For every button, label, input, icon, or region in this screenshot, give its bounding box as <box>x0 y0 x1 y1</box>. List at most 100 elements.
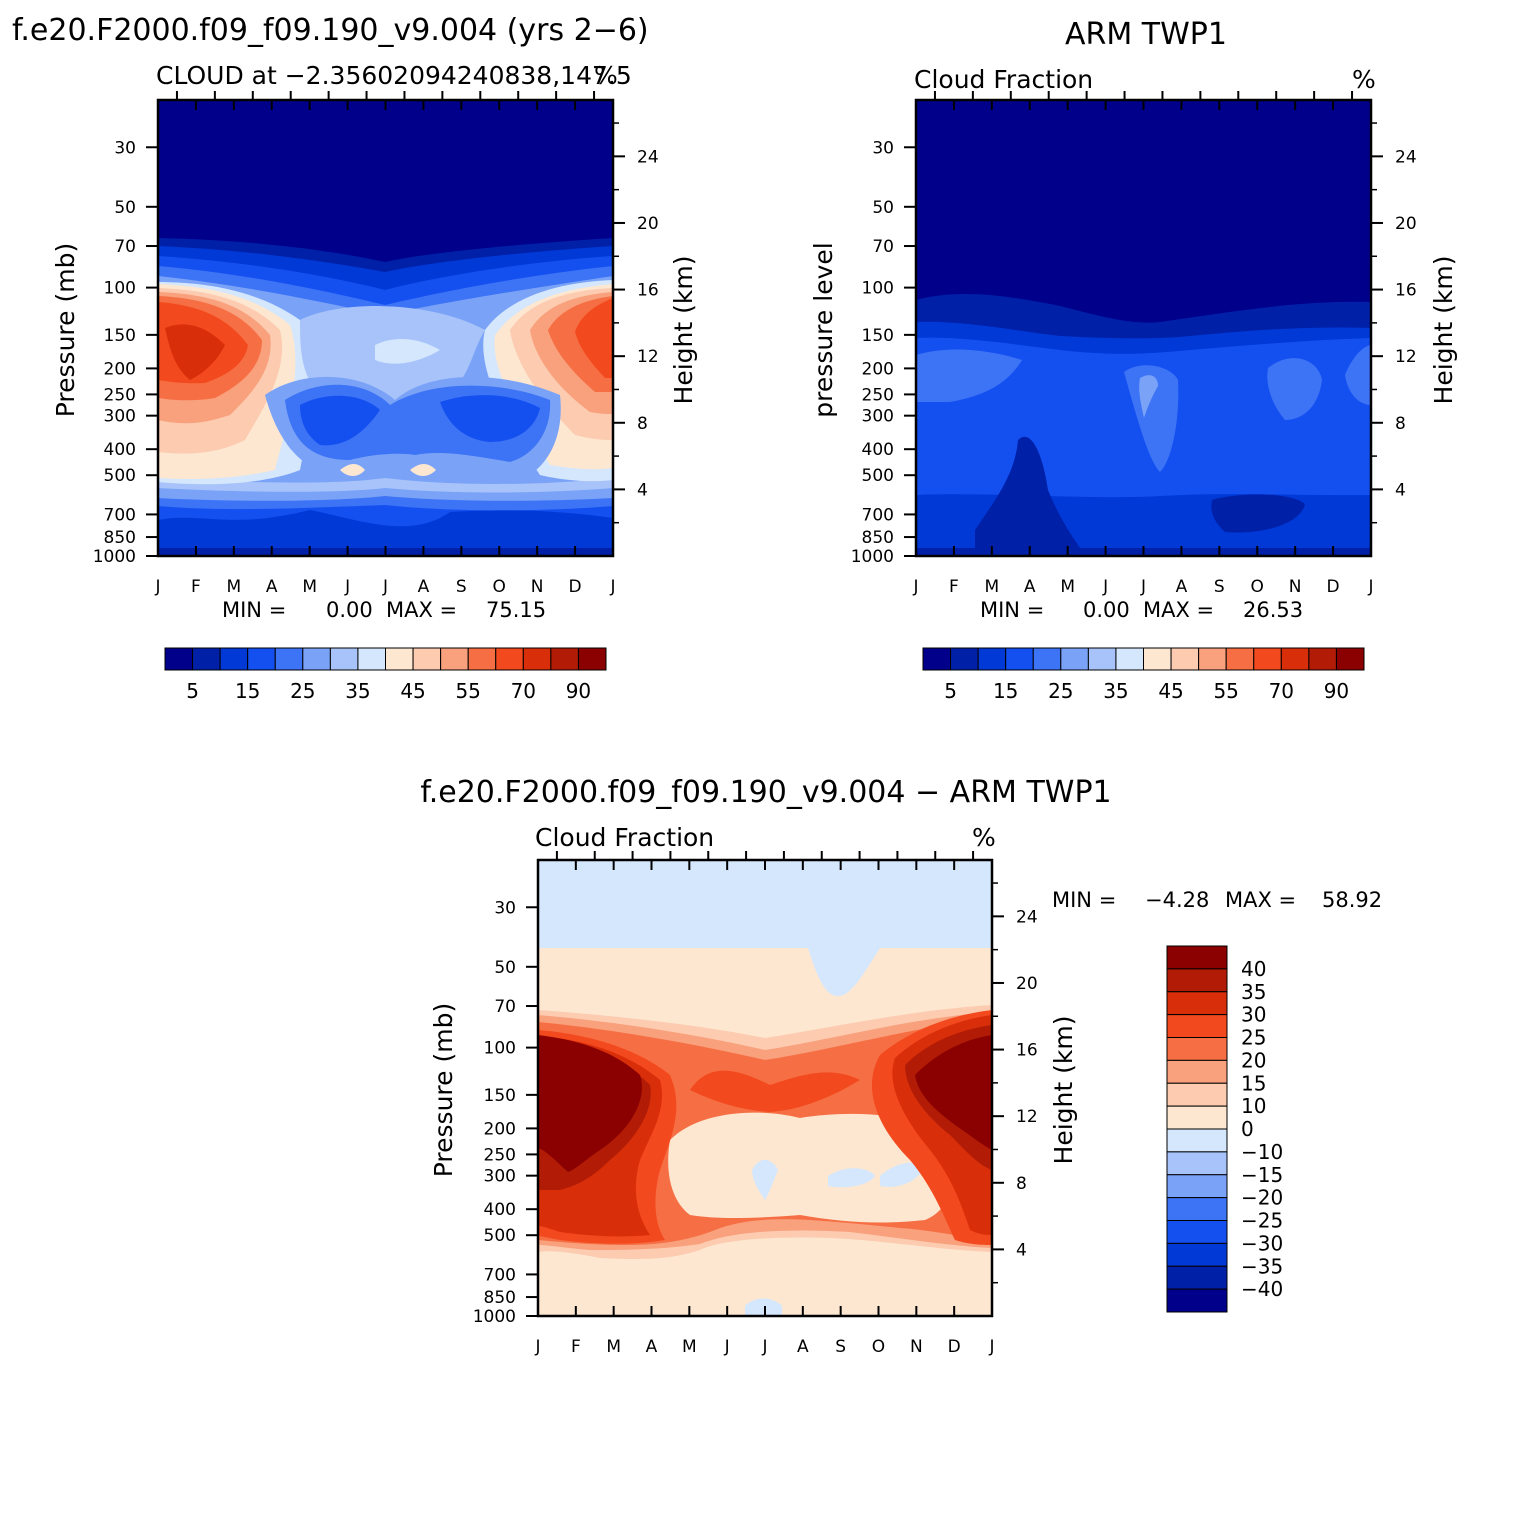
diff-ytick-label: 250 <box>484 1145 516 1165</box>
obs-y2tick-label: 20 <box>1395 214 1417 234</box>
obs-y2tick-label: 4 <box>1395 480 1406 500</box>
obs-y2label: Height (km) <box>1429 256 1458 405</box>
model-minlayer-20b <box>440 395 540 442</box>
model-ytick-label: 70 <box>114 237 136 257</box>
obs-y2tick-label: 24 <box>1395 147 1417 167</box>
obs-xtick-label: F <box>949 577 959 597</box>
diff-colorbar-swatch <box>1166 1037 1228 1061</box>
obs-xtick-label: J <box>1102 577 1108 597</box>
model-ylabel: Pressure (mb) <box>51 243 80 417</box>
diff-ytick-label: 500 <box>484 1226 516 1246</box>
diff-colorbar-swatch <box>1166 991 1228 1016</box>
diff-colorbar-swatch <box>1166 1059 1228 1084</box>
diff-xtick-label: J <box>724 1337 730 1357</box>
model-ytick-label: 100 <box>104 279 136 299</box>
diff-min-value: −4.28 <box>1145 888 1209 912</box>
diff-xtick-label: F <box>571 1337 581 1357</box>
diff-colorbar-label: 35 <box>1241 980 1266 1004</box>
diff-left-40 <box>538 1035 642 1172</box>
diff-ytick-label: 50 <box>494 958 516 978</box>
obs-y2tick-label: 12 <box>1395 347 1417 367</box>
model-colorbar-swatch <box>577 647 607 671</box>
diff-ytick-label: 400 <box>484 1200 516 1220</box>
obs-colorbar: 5 15 25 35 45 55 70 90 <box>922 647 1365 703</box>
model-colorbar-label: 5 <box>186 679 199 703</box>
diff-y2tick-label: 24 <box>1016 907 1038 927</box>
diff-min-label: MIN = <box>1052 888 1116 912</box>
obs-colorbar-swatch <box>1170 647 1200 671</box>
diff-mid-neg-c <box>880 1162 925 1187</box>
diff-xtick-label: J <box>988 1337 994 1357</box>
diff-y2-axis: 24 20 16 12 8 4 <box>992 882 1038 1284</box>
model-plot-field <box>158 100 613 556</box>
obs-colorbar-label: 90 <box>1324 679 1349 703</box>
model-colorbar-swatch <box>522 647 552 671</box>
obs-ytick-label: 100 <box>862 279 894 299</box>
model-title: f.e20.F2000.f09_f09.190_v9.004 (yrs 2−6) <box>12 13 649 48</box>
model-colorbar-swatch <box>467 647 497 671</box>
obs-colorbar-swatch <box>1198 647 1227 671</box>
model-colorbar-label: 70 <box>511 679 536 703</box>
obs-xtick-label: N <box>1289 577 1302 597</box>
model-right-65 <box>575 298 613 378</box>
model-y2tick-label: 4 <box>637 480 648 500</box>
obs-title: ARM TWP1 <box>1065 17 1227 52</box>
model-ytick-label: 30 <box>114 138 136 158</box>
model-colorbar-swatch <box>550 647 579 671</box>
diff-xtick-label: M <box>682 1337 697 1357</box>
obs-colorbar-label: 35 <box>1103 679 1128 703</box>
model-y2tick-label: 12 <box>637 347 659 367</box>
diff-colorbar-swatch <box>1166 1174 1228 1199</box>
model-colorbar-swatch <box>219 647 249 671</box>
diff-y2tick-label: 8 <box>1016 1174 1027 1194</box>
obs-xtick-label: J <box>1367 577 1373 597</box>
diff-ytick-label: 70 <box>494 997 516 1017</box>
model-xtick-label: J <box>154 577 160 597</box>
obs-ytick-label: 250 <box>862 385 894 405</box>
diff-low-0to10 <box>538 1256 992 1316</box>
diff-colorbar-swatch <box>1166 1128 1228 1153</box>
obs-min-value: 0.00 <box>1083 598 1130 622</box>
diff-xtick-label: S <box>835 1337 846 1357</box>
obs-y2-axis: 24 20 16 12 8 4 <box>1371 122 1417 524</box>
model-xtick-label: S <box>456 577 467 597</box>
obs-colorbar-label: 5 <box>944 679 957 703</box>
diff-upper-neg <box>538 860 992 996</box>
model-minlayer-20a <box>300 395 380 446</box>
diff-plot-field <box>538 860 992 1316</box>
panel-diff: f.e20.F2000.f09_f09.190_v9.004 − ARM TWP… <box>420 775 1382 1357</box>
obs-colorbar-label: 25 <box>1048 679 1073 703</box>
model-left-70 <box>165 324 225 380</box>
diff-colorbar-swatch <box>1166 968 1228 993</box>
obs-units: % <box>1352 65 1376 94</box>
diff-y2tick-label: 4 <box>1016 1240 1027 1260</box>
model-y2tick-label: 20 <box>637 214 659 234</box>
model-ytick-label: 700 <box>104 505 136 525</box>
obs-ytick-label: 150 <box>862 326 894 346</box>
model-ytick-label: 300 <box>104 407 136 427</box>
model-max-value: 75.15 <box>486 598 546 622</box>
model-min-label: MIN = <box>222 598 286 622</box>
obs-ytick-label: 500 <box>862 466 894 486</box>
model-y2-axis: 24 20 16 12 8 4 <box>613 122 659 524</box>
obs-ytick-label: 30 <box>872 138 894 158</box>
diff-xtick-label: J <box>534 1337 540 1357</box>
obs-xtick-label: D <box>1327 577 1340 597</box>
diff-colorbar-label: 15 <box>1241 1071 1266 1095</box>
model-mid-40 <box>375 338 440 364</box>
diff-colorbar-swatch <box>1166 1220 1228 1244</box>
model-colorbar-label: 45 <box>400 679 425 703</box>
model-ytick-label: 850 <box>104 528 136 548</box>
model-ytick-label: 50 <box>114 198 136 218</box>
model-colorbar-label: 55 <box>455 679 480 703</box>
obs-xtick-label: M <box>984 577 999 597</box>
model-colorbar-swatch <box>247 647 276 671</box>
diff-colorbar-swatch <box>1166 1151 1228 1176</box>
obs-xtick-label: O <box>1251 577 1264 597</box>
diff-colorbar-label: 0 <box>1241 1117 1254 1141</box>
obs-min-label: MIN = <box>980 598 1044 622</box>
obs-lower-10b <box>1211 494 1305 533</box>
